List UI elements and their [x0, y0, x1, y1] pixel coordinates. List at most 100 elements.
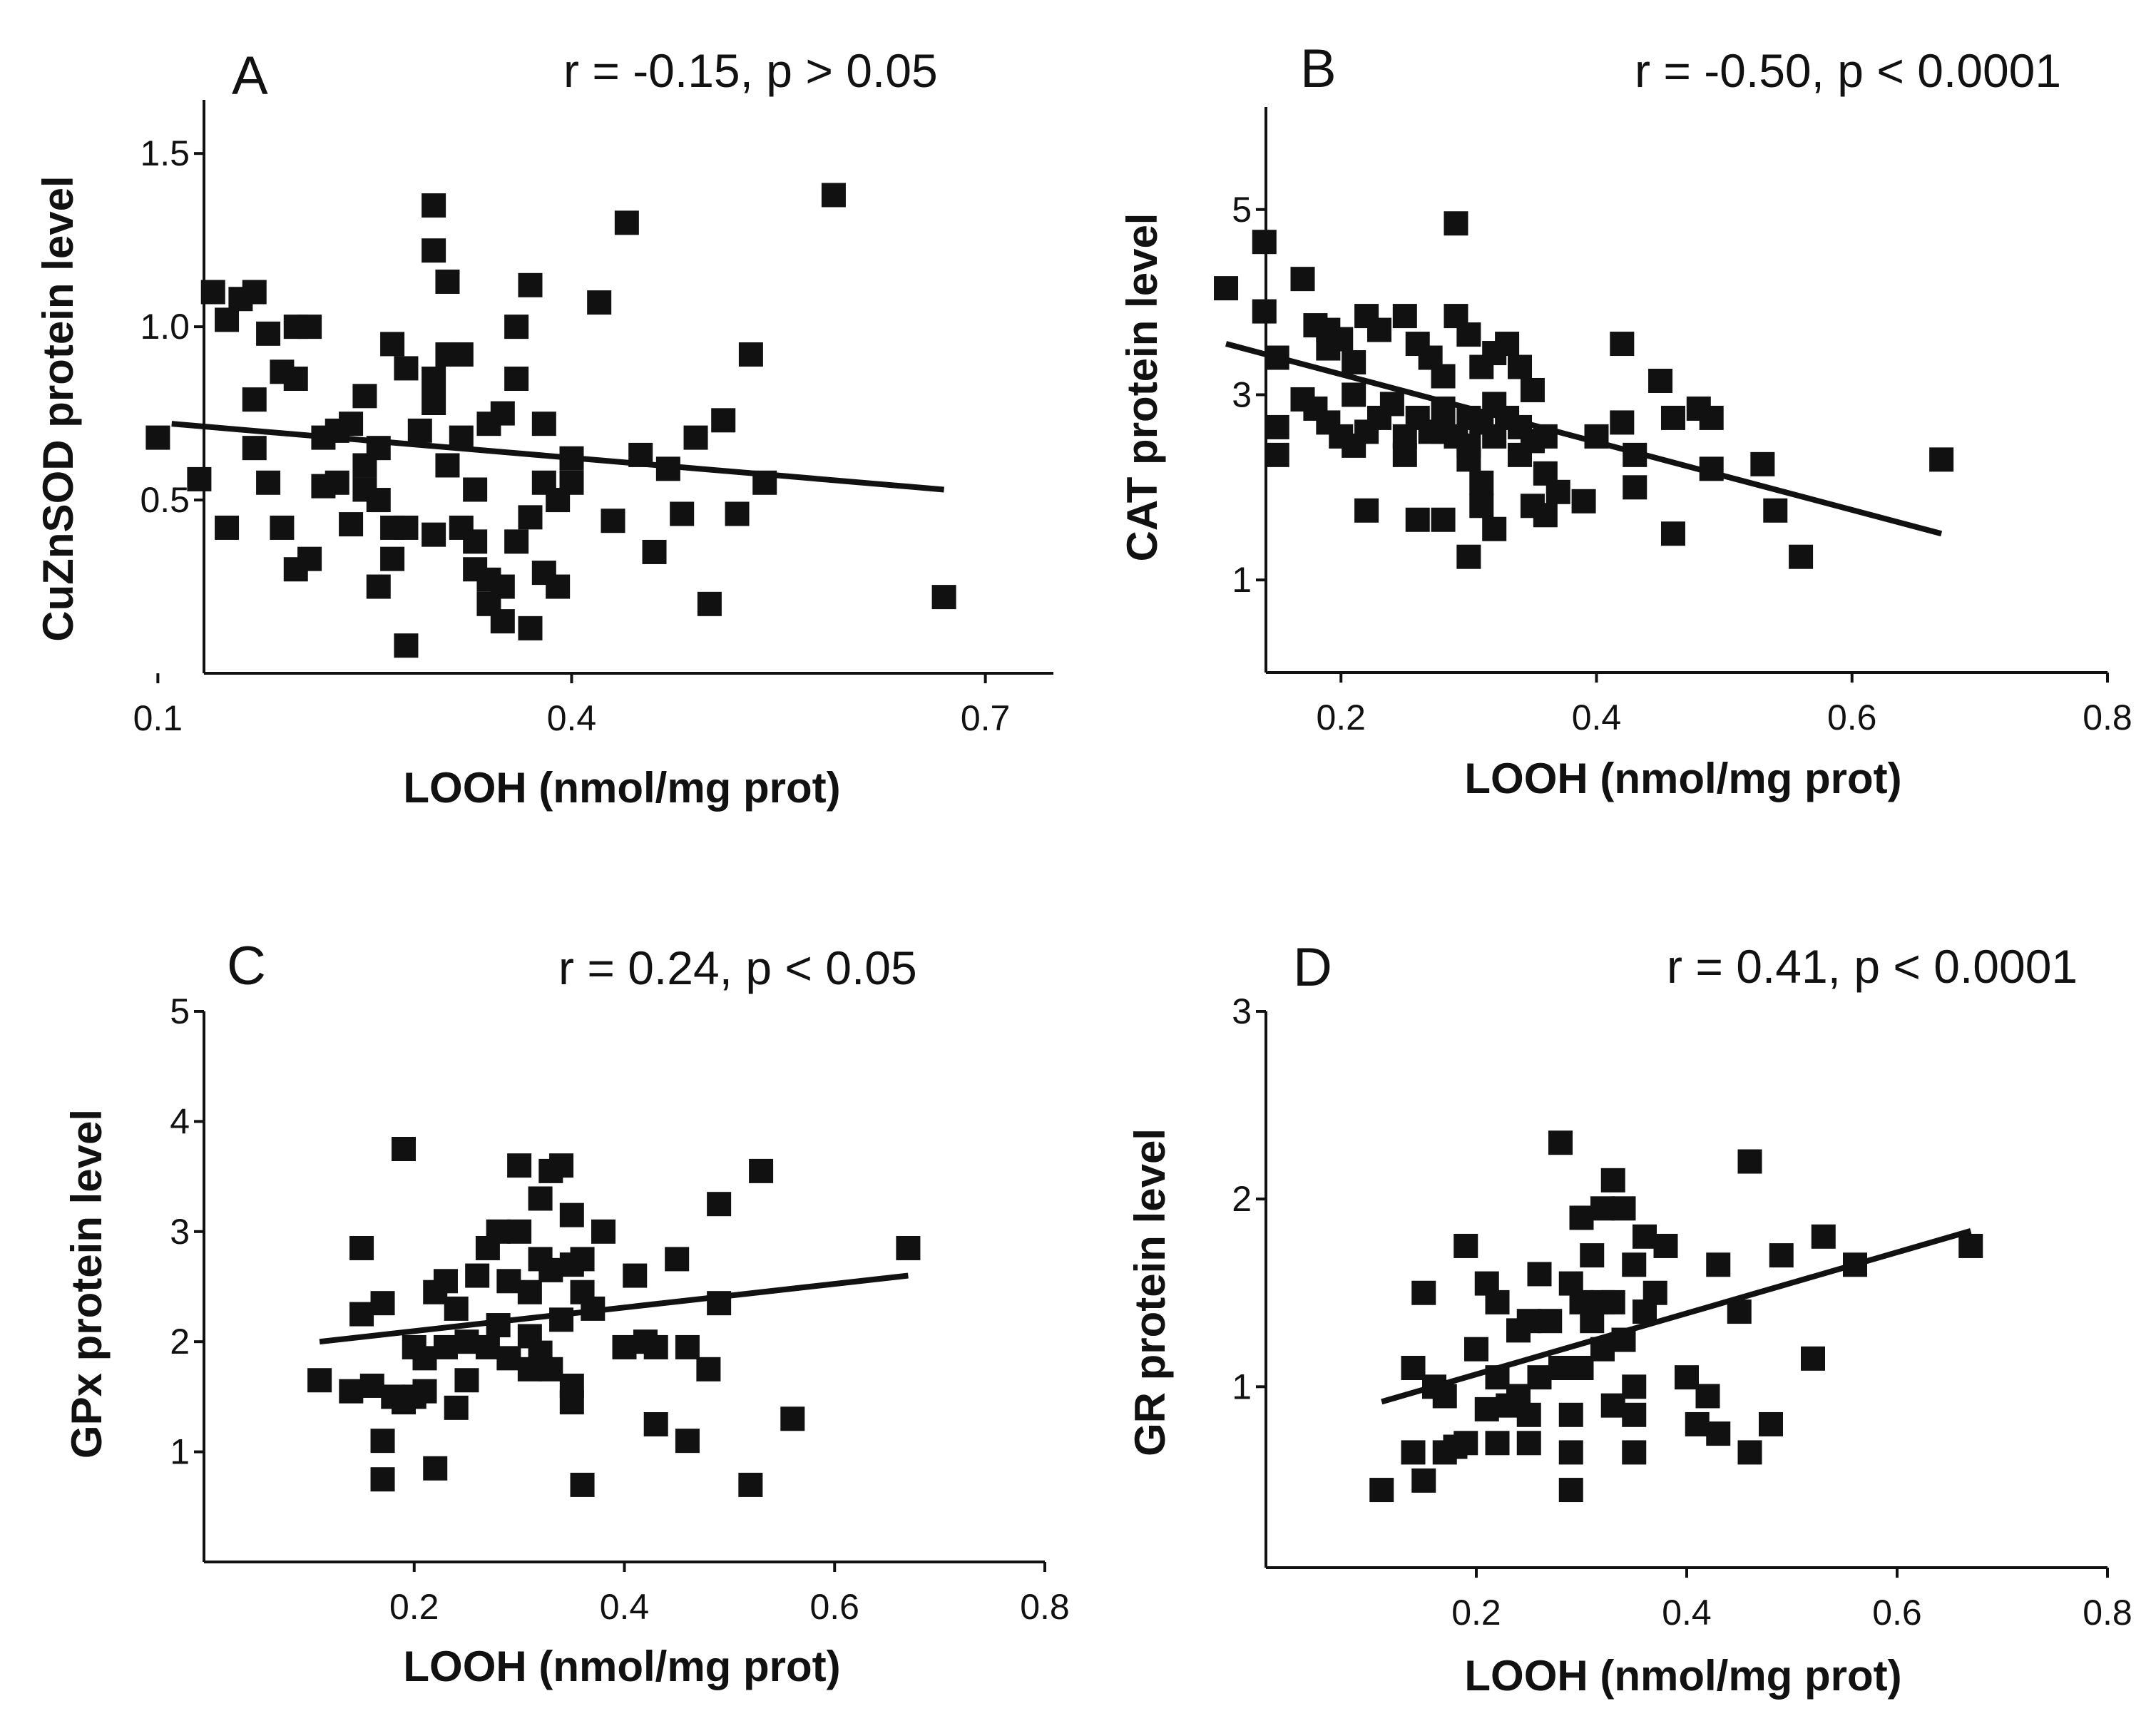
panel-b-data-point: [1660, 521, 1685, 546]
panel-a-data-point: [380, 546, 405, 571]
panel-a-data-point: [476, 412, 501, 436]
panel-b-stat: r = -0.50, p < 0.0001: [1635, 44, 2061, 97]
panel-b: B r = -0.50, p < 0.0001 0.2 0.4 0.6 0.8135 …: [1118, 39, 2132, 802]
panel-a-data-point: [394, 633, 419, 658]
panel-d-data-point: [1633, 1224, 1657, 1249]
panel-b-data-point: [1392, 442, 1417, 467]
panel-c-data-point: [749, 1158, 774, 1183]
panel-a-data-point: [601, 509, 625, 533]
panel-d-data-point: [1401, 1440, 1426, 1465]
panel-d-data-point: [1737, 1440, 1762, 1465]
panel-c-data-point: [675, 1334, 700, 1359]
panel-b-data-point: [1571, 489, 1596, 514]
panel-c-data-point: [665, 1247, 690, 1272]
panel-d-marks: [1369, 1130, 1983, 1503]
panel-c-data-point: [643, 1334, 668, 1359]
panel-d-data-point: [1485, 1431, 1510, 1456]
panel-a-x-tick-label: 0.4: [547, 698, 597, 738]
panel-d-data-point: [1558, 1440, 1583, 1465]
panel-b-data-point: [1929, 447, 1954, 472]
panel-b-data-point: [1533, 503, 1558, 528]
panel-b-data-point: [1405, 507, 1430, 532]
panel-c-data-point: [370, 1467, 395, 1492]
panel-c-data-point: [370, 1291, 395, 1316]
panel-a-data-point: [407, 418, 432, 443]
panel-c-data-point: [570, 1247, 595, 1272]
panel-c-data-point: [559, 1202, 584, 1227]
panel-b-data-point: [1546, 479, 1570, 504]
panel-b-data-point: [1252, 299, 1277, 324]
panel-b-data-point: [1456, 447, 1481, 472]
panel-a-data-point: [559, 470, 584, 495]
panel-b-data-point: [1750, 451, 1775, 476]
panel-a-data-point: [449, 342, 474, 367]
panel-d-y-tick-label: 3: [1232, 991, 1252, 1031]
panel-a-marks: [145, 183, 956, 658]
panel-b-data-point: [1392, 304, 1417, 329]
panel-d-data-point: [1411, 1468, 1436, 1493]
panel-d-data-point: [1474, 1396, 1499, 1421]
panel-c-data-point: [412, 1346, 437, 1371]
panel-a-x-tick-label: 0.7: [961, 698, 1011, 738]
panel-c-data-point: [349, 1235, 374, 1260]
panel-b-data-point: [1623, 475, 1647, 500]
panel-b-x-tick-label: 0.2: [1316, 698, 1366, 737]
panel-d-data-point: [1516, 1402, 1541, 1427]
panel-d-data-point: [1485, 1289, 1510, 1314]
panel-b-data-point: [1456, 544, 1481, 569]
panel-d-data-point: [1958, 1233, 1983, 1258]
panel-a-data-point: [614, 210, 639, 235]
panel-c-data-point: [896, 1235, 921, 1260]
panel-b-data-point: [1366, 317, 1391, 342]
panel-b-data-point: [1495, 332, 1520, 357]
panel-a-data-point: [242, 436, 267, 461]
panel-a-data-point: [587, 290, 612, 315]
panel-d-data-point: [1590, 1289, 1615, 1314]
panel-b-data-point: [1444, 211, 1468, 236]
panel-b-y-tick-label: 5: [1232, 190, 1252, 230]
panel-a-data-point: [311, 474, 336, 499]
panel-c-x-tick-label: 0.6: [809, 1587, 859, 1627]
panel-c-y-tick-label: 5: [170, 991, 190, 1031]
panel-b-regression-line: [1225, 341, 1943, 537]
panel-d-data-point: [1737, 1149, 1762, 1174]
panel-d-data-point: [1695, 1384, 1720, 1409]
panel-b-data-point: [1252, 230, 1277, 255]
panel-d-data-point: [1464, 1337, 1488, 1362]
panel-b-data-point: [1610, 332, 1635, 357]
panel-a-data-point: [145, 425, 170, 450]
panel-a-data-point: [504, 529, 529, 554]
panel-a-data-point: [283, 367, 308, 391]
panel-d-x-tick-label: 0.8: [2083, 1593, 2132, 1633]
panel-c-data-point: [517, 1280, 542, 1304]
panel-c-data-point: [538, 1257, 563, 1282]
panel-c-letter: C: [227, 936, 266, 996]
panel-c-data-point: [454, 1368, 479, 1393]
panel-b-data-point: [1265, 442, 1289, 467]
panel-d-data-point: [1706, 1252, 1731, 1277]
panel-b-xlabel: LOOH (nmol/mg prot): [1464, 755, 1901, 802]
panel-a-data-point: [504, 367, 529, 391]
panel-d-regression-line: [1381, 1228, 1972, 1405]
panel-b-data-point: [1508, 354, 1533, 379]
panel-b-data-point: [1354, 498, 1379, 523]
panel-d-data-point: [1653, 1233, 1678, 1258]
panel-a-data-point: [518, 272, 543, 297]
panel-b-data-point: [1482, 516, 1507, 541]
panel-b-data-point: [1431, 364, 1456, 389]
panel-d-data-point: [1558, 1478, 1583, 1503]
panel-c-data-point: [465, 1263, 490, 1288]
panel-c-ylabel: GPx protein level: [63, 1109, 111, 1459]
panel-b-data-point: [1214, 276, 1239, 301]
panel-a-data-point: [297, 546, 322, 571]
panel-c-data-point: [591, 1219, 616, 1244]
panel-a-data-point: [518, 616, 543, 640]
panel-c-x-tick-label: 0.4: [600, 1587, 650, 1627]
panel-a-data-point: [642, 539, 667, 564]
panel-a-data-point: [931, 585, 956, 610]
panel-c-y-tick-label: 4: [170, 1101, 190, 1141]
panel-b-marks: [1214, 211, 1954, 569]
panel-b-data-point: [1699, 405, 1724, 430]
panel-b-y-tick-label: 1: [1232, 560, 1252, 600]
